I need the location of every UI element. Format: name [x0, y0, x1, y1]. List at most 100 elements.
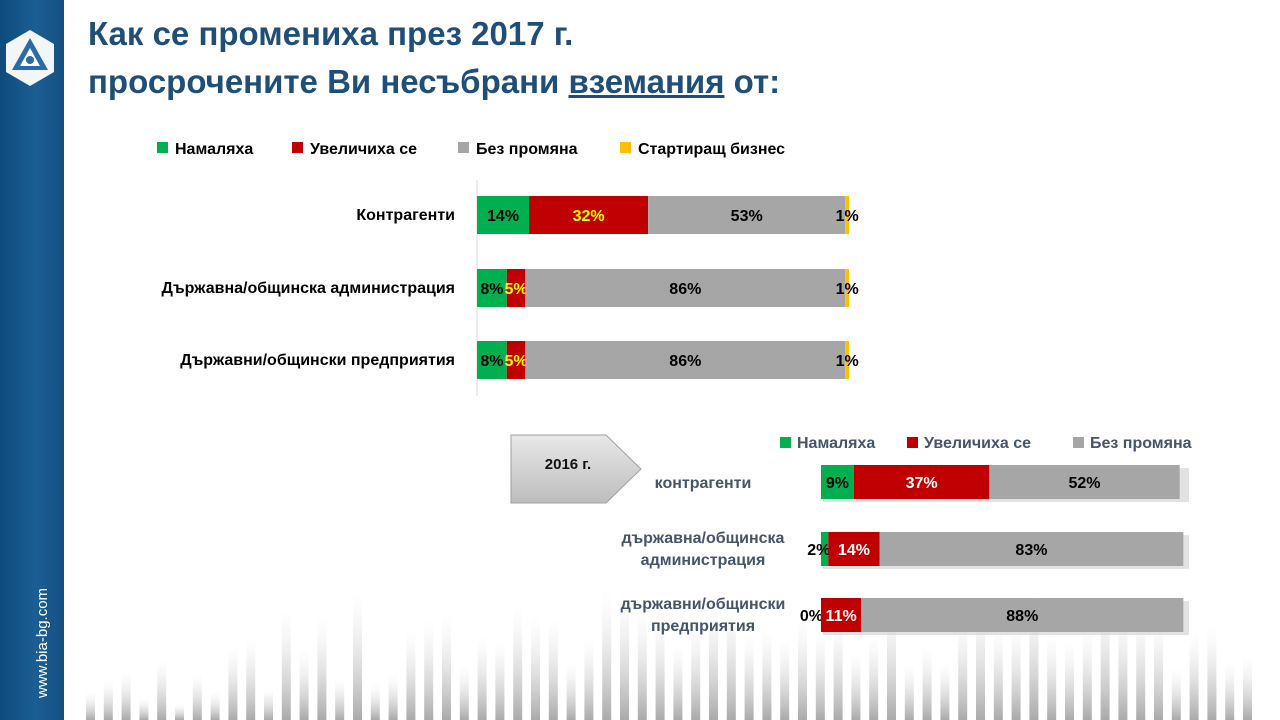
- decorative-bar: [1207, 626, 1217, 720]
- decorative-bar: [495, 640, 505, 720]
- decorative-bar: [228, 646, 238, 720]
- decorative-bar: [940, 662, 950, 720]
- chart-2017-bar-segment: [845, 269, 849, 307]
- chart-2016-category-label: държавни/общински: [621, 596, 786, 613]
- decorative-bar: [922, 646, 932, 720]
- title-line-2a: просрочените Ви несъбрани: [88, 63, 569, 100]
- legend-2017-swatch: [292, 142, 303, 153]
- decorative-bar: [691, 622, 701, 720]
- chart-2017-data-label: 5%: [504, 281, 527, 298]
- decorative-bar: [1136, 612, 1146, 720]
- decorative-bar: [157, 660, 167, 720]
- sidebar-band: www.bia-bg.com: [0, 0, 64, 720]
- chart-2017-data-label: 1%: [836, 208, 859, 225]
- legend-2017: Намаляха Увеличиха се Без промяна Стартиращ…: [157, 141, 785, 158]
- chart-2017-data-label: 5%: [504, 353, 527, 370]
- chart-2016-data-label: 14%: [838, 542, 870, 559]
- decorative-bar: [780, 638, 790, 720]
- chart-2017-bar-segment: [648, 196, 846, 234]
- bia-logo-icon: [6, 30, 54, 86]
- decorative-bar: [762, 628, 772, 720]
- decorative-bar: [86, 692, 95, 720]
- chart-2016-category-label: предприятия: [651, 618, 755, 635]
- chart-2017-bar-segment: [525, 269, 846, 307]
- decorative-bar: [602, 590, 612, 720]
- decorative-bar: [566, 662, 576, 720]
- chart-2016-bar-segment: [821, 598, 862, 632]
- chart-2017-bar-segment: [477, 341, 507, 379]
- chart-2017-bars: Контрагенти 14% 32% 53% 1% Държавна/общинска …: [162, 196, 859, 379]
- chart-2016-category-label: контрагенти: [655, 475, 752, 492]
- decorative-bar: [406, 630, 416, 720]
- decorative-bar: [175, 704, 184, 720]
- decorative-bar: [103, 680, 113, 720]
- decorative-bar: [299, 650, 309, 720]
- chart-2016-category-label: администрация: [641, 552, 766, 569]
- decorative-bar: [655, 616, 665, 720]
- legend-2017-swatch: [157, 142, 168, 153]
- decorative-bar: [353, 592, 362, 720]
- chart-2016-data-label: 0%: [800, 608, 823, 625]
- decorative-bar: [815, 630, 825, 720]
- chart-2017-bar-segment: [529, 196, 649, 234]
- legend-2017-swatch: [458, 142, 469, 153]
- chart-2017-data-label: 53%: [731, 208, 763, 225]
- legend-2017-entry: Без промяна: [476, 141, 578, 158]
- legend-2017-entry: Стартиращ бизнес: [638, 141, 785, 158]
- chart-2016-bar-segment: [828, 532, 880, 566]
- chart-2016-data-label: 83%: [1015, 542, 1047, 559]
- legend-2017-entry: Намаляха: [175, 141, 253, 158]
- legend-2016-entry: Намаляха: [797, 435, 875, 452]
- decorative-bar: [976, 600, 985, 720]
- chart-2017-data-label: 8%: [480, 353, 503, 370]
- chart-2016-bar-segment: [989, 465, 1180, 499]
- decorative-bar: [833, 620, 843, 720]
- chart-2017-data-label: 8%: [480, 281, 503, 298]
- chart-2016-data-label: 52%: [1069, 475, 1101, 492]
- decorative-bar: [477, 636, 487, 720]
- title-line-2-underlined: вземания: [568, 63, 725, 100]
- decorative-bar: [958, 616, 968, 720]
- decorative-bar: [1154, 618, 1163, 720]
- decorative-bar: [281, 610, 291, 720]
- decorative-bar: [798, 618, 807, 720]
- decorative-bar: [264, 688, 273, 720]
- decorative-bar: [388, 674, 398, 720]
- chart-2017-bar-segment: [845, 341, 849, 379]
- decorative-bar: [335, 678, 345, 720]
- decorative-bar: [904, 664, 914, 720]
- year-callout-arrow-icon: [510, 434, 642, 504]
- chart-2016-data-label: 11%: [826, 608, 857, 625]
- decorative-bar: [424, 620, 434, 720]
- chart-2017-data-label: 1%: [836, 281, 859, 298]
- decorative-bar: [1047, 634, 1057, 720]
- decorative-bar: [1100, 594, 1110, 720]
- year-callout-label: 2016 г.: [544, 456, 592, 473]
- chart-2017-bar-segment: [477, 196, 530, 234]
- decorative-bar: [993, 626, 1003, 720]
- decorative-bar: [513, 606, 523, 720]
- legend-2016: Намаляха Увеличиха се Без промяна: [780, 435, 1192, 452]
- decorative-bar: [584, 638, 594, 720]
- chart-2016-bar-segment: [853, 465, 990, 499]
- chart-2017-category-label: Държавна/общинска администрация: [162, 280, 455, 297]
- title-line-1: Как се промениха през 2017 г.: [88, 15, 574, 52]
- chart-2016-bars: контрагенти 9% 37% 52% държавна/общинска адми…: [621, 465, 1189, 635]
- chart-2016-bar-segment: [821, 532, 829, 566]
- decorative-bar: [1171, 668, 1181, 720]
- chart-2016-data-label: 37%: [906, 475, 938, 492]
- chart-2017-data-label: 32%: [573, 208, 605, 225]
- decorative-bar: [139, 698, 149, 720]
- decorative-bar: [851, 652, 861, 720]
- chart-2017-data-label: 14%: [487, 208, 519, 225]
- chart-2017-category-label: Контрагенти: [356, 207, 455, 224]
- decorative-bar: [370, 684, 380, 720]
- decorative-bar: [459, 666, 469, 720]
- decorative-bar: [1029, 590, 1039, 720]
- chart-2017-bar-segment: [477, 269, 507, 307]
- decorative-bar: [726, 602, 736, 720]
- legend-2016-swatch: [1073, 437, 1084, 448]
- decorative-bar: [1065, 642, 1074, 720]
